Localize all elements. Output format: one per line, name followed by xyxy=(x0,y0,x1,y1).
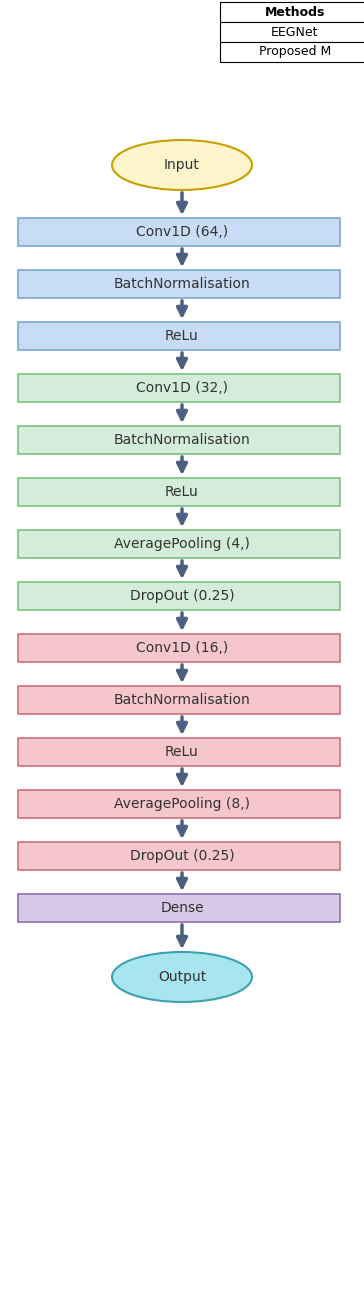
FancyBboxPatch shape xyxy=(18,686,340,714)
Text: BatchNormalisation: BatchNormalisation xyxy=(114,693,250,707)
FancyBboxPatch shape xyxy=(18,895,340,922)
Text: DropOut (0.25): DropOut (0.25) xyxy=(130,849,234,863)
FancyBboxPatch shape xyxy=(18,530,340,558)
FancyBboxPatch shape xyxy=(18,218,340,246)
FancyBboxPatch shape xyxy=(18,842,340,870)
FancyBboxPatch shape xyxy=(18,633,340,662)
Text: DropOut (0.25): DropOut (0.25) xyxy=(130,589,234,603)
FancyBboxPatch shape xyxy=(18,426,340,454)
Text: BatchNormalisation: BatchNormalisation xyxy=(114,434,250,447)
Text: ReLu: ReLu xyxy=(165,485,199,499)
Text: Methods: Methods xyxy=(265,5,325,18)
FancyBboxPatch shape xyxy=(18,323,340,350)
Text: ReLu: ReLu xyxy=(165,329,199,343)
FancyBboxPatch shape xyxy=(220,42,364,61)
FancyBboxPatch shape xyxy=(220,3,364,22)
FancyBboxPatch shape xyxy=(18,790,340,818)
FancyBboxPatch shape xyxy=(18,374,340,402)
Ellipse shape xyxy=(112,140,252,189)
Text: AveragePooling (8,): AveragePooling (8,) xyxy=(114,797,250,811)
FancyBboxPatch shape xyxy=(220,22,364,42)
FancyBboxPatch shape xyxy=(18,478,340,505)
Text: Output: Output xyxy=(158,970,206,983)
Text: Dense: Dense xyxy=(160,901,204,916)
Text: ReLu: ReLu xyxy=(165,744,199,759)
Text: Conv1D (32,): Conv1D (32,) xyxy=(136,381,228,394)
Text: AveragePooling (4,): AveragePooling (4,) xyxy=(114,537,250,551)
Text: Input: Input xyxy=(164,158,200,172)
Ellipse shape xyxy=(112,952,252,1002)
Text: EEGNet: EEGNet xyxy=(271,26,319,38)
Text: BatchNormalisation: BatchNormalisation xyxy=(114,277,250,291)
Text: Conv1D (64,): Conv1D (64,) xyxy=(136,225,228,239)
Text: Proposed M: Proposed M xyxy=(259,46,331,59)
Text: Conv1D (16,): Conv1D (16,) xyxy=(136,641,228,656)
FancyBboxPatch shape xyxy=(18,582,340,610)
FancyBboxPatch shape xyxy=(18,738,340,767)
FancyBboxPatch shape xyxy=(18,270,340,298)
